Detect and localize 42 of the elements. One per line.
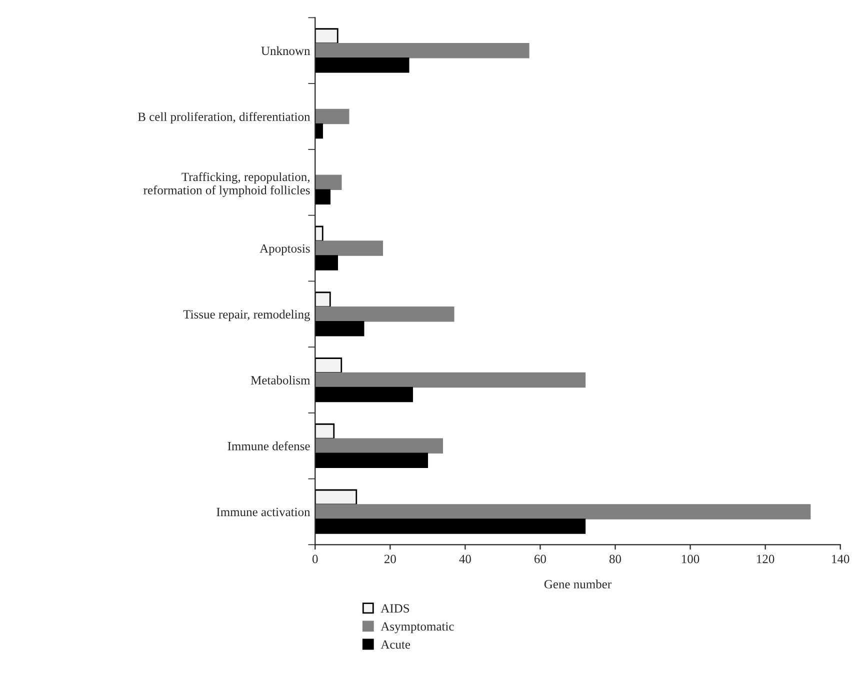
bar bbox=[315, 58, 410, 73]
bar bbox=[315, 292, 331, 308]
bar bbox=[315, 386, 414, 402]
y-tick-label: Metabolism bbox=[250, 376, 310, 384]
bar bbox=[315, 43, 530, 58]
bar bbox=[315, 255, 338, 270]
y-tick-label: Unknown bbox=[261, 46, 310, 56]
x-tick-label: 60 bbox=[534, 554, 546, 564]
legend-label: Acute bbox=[380, 640, 410, 649]
bar bbox=[315, 518, 586, 534]
x-tick-label: 120 bbox=[757, 554, 774, 564]
bar bbox=[315, 189, 330, 204]
bar bbox=[315, 123, 323, 139]
bar bbox=[315, 240, 384, 256]
y-tick-label: Apoptosis bbox=[260, 244, 310, 256]
bar bbox=[315, 174, 342, 190]
x-tick-label: 40 bbox=[459, 554, 471, 564]
bar bbox=[315, 358, 342, 374]
y-tick-label: Immune defense bbox=[228, 441, 310, 450]
bar bbox=[315, 438, 444, 454]
x-axis-title: Gene number bbox=[544, 580, 612, 588]
bar bbox=[315, 306, 454, 322]
legend-label: Asymptomatic bbox=[380, 622, 454, 634]
bar bbox=[315, 372, 586, 388]
x-tick-label: 0 bbox=[312, 554, 318, 564]
y-tick-label: Tissue repair, remodeling bbox=[183, 310, 310, 322]
x-tick-label: 100 bbox=[682, 554, 700, 564]
legend-label: AIDS bbox=[380, 604, 410, 613]
bar bbox=[315, 452, 428, 468]
x-tick-label: 140 bbox=[832, 554, 850, 564]
bar bbox=[315, 489, 358, 506]
bar bbox=[315, 321, 364, 336]
y-tick-label: Trafficking, repopulation, reformation of lymphoid follicles bbox=[144, 172, 310, 197]
x-tick-label: 20 bbox=[384, 554, 396, 564]
bar bbox=[315, 28, 338, 44]
x-tick-label: 80 bbox=[609, 554, 622, 564]
bar bbox=[315, 423, 335, 440]
y-tick-label: Immune activation bbox=[216, 508, 310, 516]
y-tick-label: B cell proliferation, differentiation bbox=[138, 112, 310, 124]
bar bbox=[315, 226, 324, 242]
bar bbox=[315, 504, 811, 520]
bar bbox=[315, 108, 350, 124]
